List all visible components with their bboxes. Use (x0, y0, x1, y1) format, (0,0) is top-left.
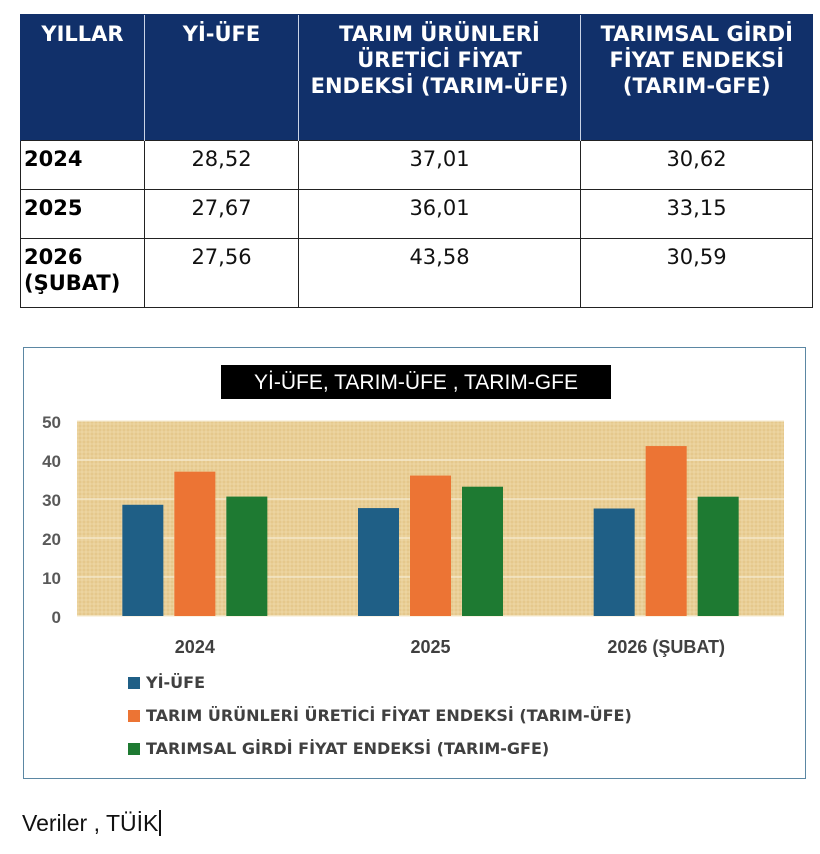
table-row: 2025 27,67 36,01 33,15 (20, 189, 813, 239)
table-header-row: YILLAR Yİ-ÜFE TARIM ÜRÜNLERİ ÜRETİCİ FİY… (20, 14, 813, 141)
cell-yi-ufe: 27,56 (144, 238, 299, 308)
legend-label: Yİ-ÜFE (145, 673, 205, 692)
chart-container: 0 10 20 30 40 50 2024 2025 2026 (ŞUBAT) Yİ-ÜFE,… (23, 347, 806, 779)
bar (410, 475, 451, 616)
legend-swatch (128, 743, 140, 755)
cell-tarim-ufe: 43,58 (298, 238, 581, 308)
bar (462, 486, 503, 616)
y-tick-label: 20 (42, 530, 61, 549)
legend-label: TARIM ÜRÜNLERİ ÜRETİCİ FİYAT ENDEKSİ (TA… (146, 706, 632, 725)
data-table: YILLAR Yİ-ÜFE TARIM ÜRÜNLERİ ÜRETİCİ FİY… (20, 14, 813, 308)
cell-tarim-ufe: 36,01 (298, 189, 581, 239)
bar-chart: 0 10 20 30 40 50 2024 2025 2026 (ŞUBAT) Yİ-ÜFE,… (42, 365, 784, 758)
bar (645, 446, 687, 616)
cell-tarim-gfe: 33,15 (580, 189, 813, 239)
row-year: 2024 (20, 140, 145, 190)
table-row: 2026 (ŞUBAT) 27,56 43,58 30,59 (20, 238, 813, 308)
cell-tarim-ufe: 37,01 (298, 140, 581, 190)
x-axis-ticks: 2024 2025 2026 (ŞUBAT) (175, 637, 725, 657)
header-tarim-ufe: TARIM ÜRÜNLERİ ÜRETİCİ FİYAT ENDEKSİ (TA… (298, 14, 581, 141)
bar (593, 508, 635, 616)
cell-tarim-gfe: 30,59 (580, 238, 813, 308)
header-yi-ufe: Yİ-ÜFE (144, 14, 299, 141)
bar (226, 496, 268, 616)
y-tick-label: 40 (42, 452, 61, 471)
y-tick-label: 30 (42, 491, 61, 510)
bar-series (122, 446, 739, 616)
cell-yi-ufe: 27,67 (144, 189, 299, 239)
source-note: Veriler , TÜİK (22, 810, 161, 837)
legend-swatch (128, 677, 140, 689)
legend-swatch (128, 710, 140, 722)
text-cursor (159, 810, 161, 836)
row-year: 2025 (20, 189, 145, 239)
chart-title-background (221, 365, 611, 399)
cell-tarim-gfe: 30,62 (580, 140, 813, 190)
bar (697, 496, 739, 616)
table-row: 2024 28,52 37,01 30,62 (20, 140, 813, 190)
bar (174, 471, 216, 616)
header-years: YILLAR (20, 14, 145, 141)
bar (358, 508, 399, 616)
legend-label: TARIMSAL GİRDİ FİYAT ENDEKSİ (TARIM-GFE) (146, 739, 549, 758)
x-tick-label: 2026 (ŞUBAT) (607, 637, 725, 657)
row-year: 2026 (ŞUBAT) (20, 238, 145, 308)
x-tick-label: 2024 (175, 637, 215, 657)
y-tick-label: 10 (42, 569, 61, 588)
y-axis-ticks: 0 10 20 30 40 50 (42, 413, 61, 627)
y-tick-label: 0 (52, 608, 61, 627)
y-tick-label: 50 (42, 413, 61, 432)
x-tick-label: 2025 (410, 637, 450, 657)
legend: Yİ-ÜFE TARIM ÜRÜNLERİ ÜRETİCİ FİYAT ENDEK… (128, 673, 632, 758)
bar (122, 504, 164, 616)
source-note-text: Veriler , TÜİK (22, 810, 159, 836)
cell-yi-ufe: 28,52 (144, 140, 299, 190)
header-tarim-gfe: TARIMSAL GİRDİ FİYAT ENDEKSİ (TARIM-GFE) (580, 14, 813, 141)
chart-title: Yİ-ÜFE, TARIM-ÜFE , TARIM-GFE (254, 371, 578, 394)
